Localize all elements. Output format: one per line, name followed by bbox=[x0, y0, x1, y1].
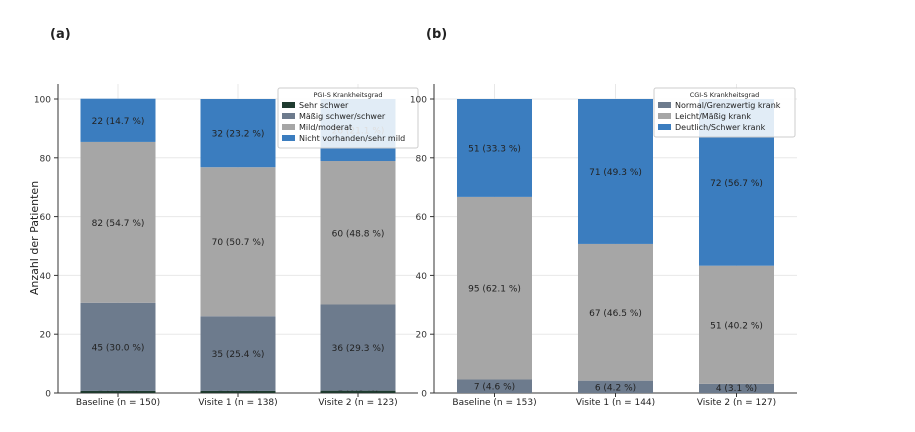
legend-box bbox=[653, 87, 796, 138]
bar-segment bbox=[320, 304, 396, 391]
legend-item-label: Deutlich/Schwer krank bbox=[675, 123, 766, 132]
y-tick-label: 20 bbox=[416, 331, 428, 341]
y-tick-label: 60 bbox=[40, 213, 52, 223]
data-label: 45 (30.0 %) bbox=[92, 343, 145, 353]
x-tick-label: Baseline (n = 150) bbox=[76, 398, 160, 408]
bar-segment bbox=[578, 243, 653, 381]
y-tick-label: 20 bbox=[40, 331, 52, 341]
legend-swatch bbox=[282, 124, 295, 130]
data-label: 36 (29.3 %) bbox=[332, 344, 385, 354]
y-tick-label: 40 bbox=[416, 272, 428, 282]
bar-segment bbox=[699, 383, 774, 393]
data-label: 6 (4.2 %) bbox=[595, 383, 636, 393]
legend-item-label: Nicht vorhanden/sehr mild bbox=[299, 134, 405, 143]
y-tick-label: 60 bbox=[416, 213, 428, 223]
data-label: 60 (48.8 %) bbox=[332, 229, 385, 239]
data-label: 7 (4.6 %) bbox=[474, 383, 515, 393]
legend-title: PGI-S Krankheitsgrad bbox=[314, 91, 383, 99]
legend-item-label: Sehr schwer bbox=[299, 101, 349, 110]
y-tick-label: 80 bbox=[416, 154, 428, 164]
legend-item-label: Normal/Grenzwertig krank bbox=[675, 101, 781, 110]
bar-segment bbox=[200, 390, 276, 393]
x-tick-label: Visite 1 (n = 144) bbox=[576, 398, 655, 408]
bar-segment bbox=[200, 167, 276, 317]
bar-segment bbox=[320, 390, 396, 393]
legend-swatch bbox=[658, 113, 671, 119]
bar-segment bbox=[457, 99, 532, 197]
x-tick-label: Visite 1 (n = 138) bbox=[198, 398, 277, 408]
data-label: 72 (56.7 %) bbox=[710, 179, 763, 189]
y-tick-label: 0 bbox=[421, 390, 427, 400]
bar-segment bbox=[578, 380, 653, 393]
y-tick-label: 80 bbox=[40, 154, 52, 164]
y-axis-label: Anzahl der Patienten bbox=[28, 181, 41, 295]
legend-swatch bbox=[282, 102, 295, 108]
bar-segment bbox=[457, 196, 532, 380]
legend-title: CGI-S Krankheitsgrad bbox=[690, 91, 760, 99]
panel-label: (b) bbox=[426, 27, 447, 42]
data-label: 35 (25.4 %) bbox=[212, 350, 265, 360]
bar-segment bbox=[699, 265, 774, 384]
x-tick-label: Visite 2 (n = 123) bbox=[318, 398, 397, 408]
x-tick-label: Visite 2 (n = 127) bbox=[697, 398, 776, 408]
legend-item-label: Mäßig schwer/schwer bbox=[299, 112, 386, 121]
data-label: 4 (3.1 %) bbox=[716, 384, 757, 394]
y-tick-label: 100 bbox=[34, 96, 51, 106]
legend-item-label: Mild/moderat bbox=[299, 123, 352, 132]
data-label: 51 (33.3 %) bbox=[468, 144, 521, 154]
data-label: 82 (54.7 %) bbox=[92, 219, 145, 229]
legend-swatch bbox=[282, 113, 295, 119]
legend-item-label: Leicht/Mäßig krank bbox=[675, 112, 751, 121]
data-label: 70 (50.7 %) bbox=[212, 238, 265, 248]
panel-label: (a) bbox=[50, 27, 71, 42]
bar-segment bbox=[200, 99, 276, 168]
data-label: 32 (23.2 %) bbox=[212, 130, 265, 140]
bar-segment bbox=[457, 379, 532, 393]
legend-swatch bbox=[282, 135, 295, 141]
bar-segment bbox=[80, 302, 156, 391]
y-tick-label: 0 bbox=[45, 390, 51, 400]
bar-segment bbox=[320, 161, 396, 305]
data-label: 95 (62.1 %) bbox=[468, 285, 521, 295]
legend-swatch bbox=[658, 124, 671, 130]
legend-box bbox=[277, 87, 419, 149]
data-label: 22 (14.7 %) bbox=[92, 117, 145, 127]
y-tick-label: 40 bbox=[40, 272, 52, 282]
data-label: 51 (40.2 %) bbox=[710, 321, 763, 331]
bar-segment bbox=[80, 390, 156, 393]
bar-segment bbox=[578, 99, 653, 244]
data-label: 67 (46.5 %) bbox=[589, 309, 642, 319]
bar-segment bbox=[80, 141, 156, 303]
y-tick-label: 100 bbox=[410, 96, 427, 106]
x-tick-label: Baseline (n = 153) bbox=[452, 398, 536, 408]
legend-swatch bbox=[658, 102, 671, 108]
bar-segment bbox=[200, 316, 276, 391]
data-label: 71 (49.3 %) bbox=[589, 168, 642, 178]
bar-segment bbox=[80, 98, 156, 142]
